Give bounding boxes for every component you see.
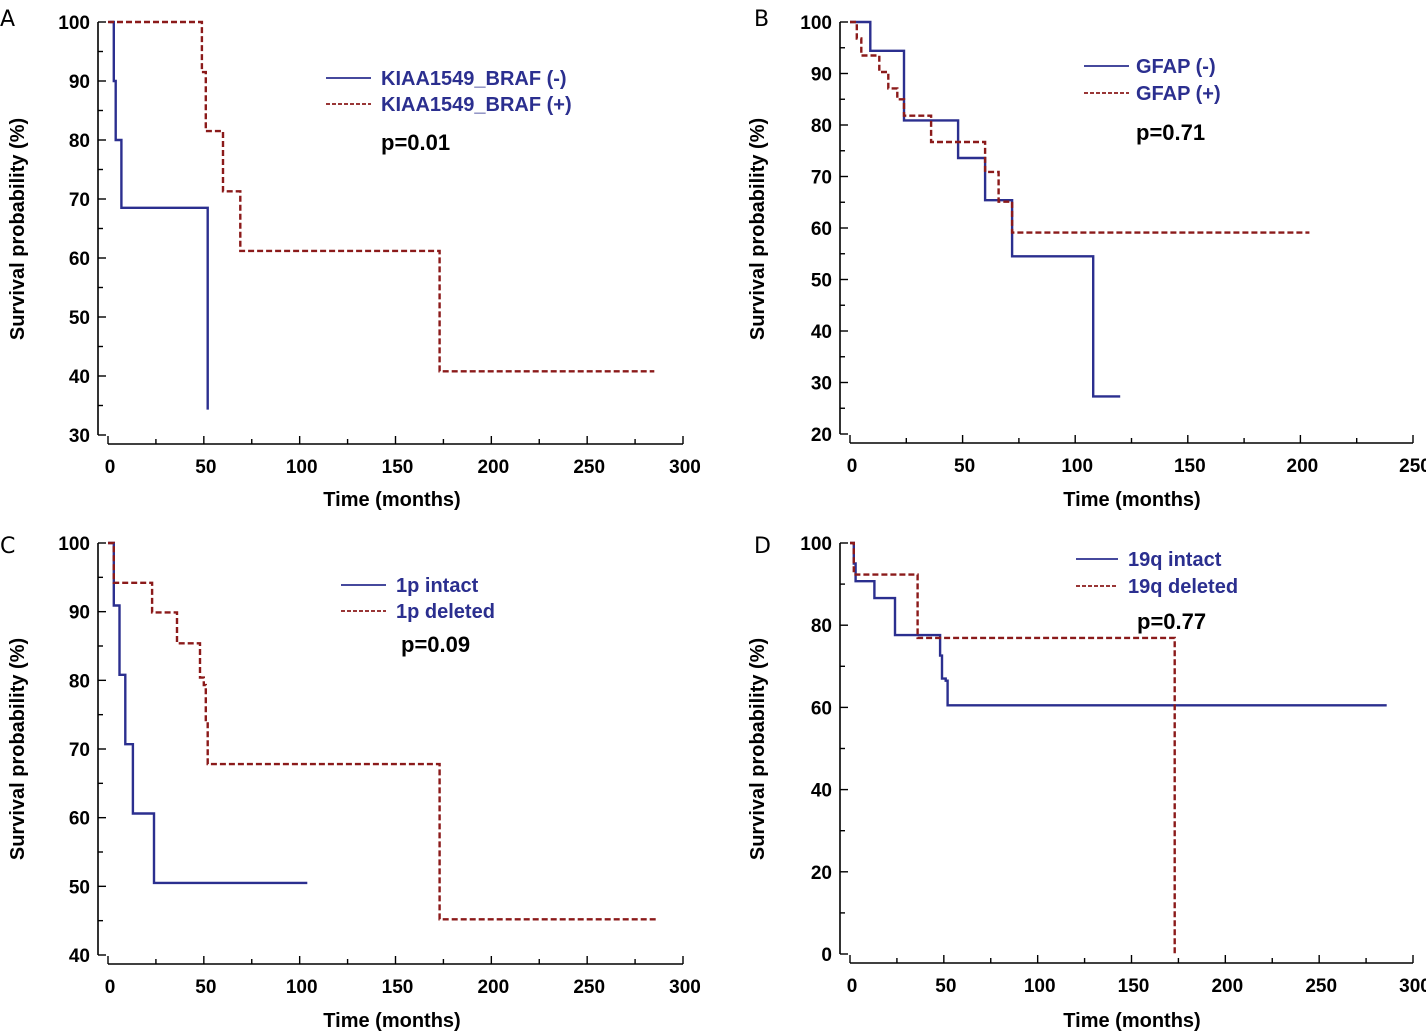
survival-curve-dashed [850, 20, 1310, 234]
x-tick-label: 50 [195, 457, 216, 478]
x-tick-label: 300 [669, 457, 701, 478]
x-tick-label: 100 [1024, 976, 1056, 997]
y-axis-title: Survival probability (%) [7, 638, 29, 860]
x-tick-label: 0 [847, 976, 858, 997]
y-tick-label: 100 [800, 534, 832, 555]
panel-d: D 0 20 40 60 80 100 0 50 100 150 200 250 300 Time (mon… [747, 534, 1426, 1032]
survival-curve-dashed [108, 541, 657, 921]
legend-label: GFAP (+) [1136, 83, 1221, 105]
x-tick-label: 150 [1118, 976, 1150, 997]
y-tick-label: 80 [69, 671, 90, 692]
x-axis-title: Time (months) [1063, 1010, 1200, 1032]
y-tick-label: 50 [69, 877, 90, 898]
y-tick-label: 90 [811, 65, 832, 86]
survival-curve-dashed [850, 541, 1176, 954]
x-tick-label: 250 [1399, 456, 1426, 477]
legend-label: 1p intact [396, 575, 479, 597]
y-tick-label: 100 [58, 13, 90, 34]
y-tick-label: 40 [69, 946, 90, 967]
x-tick-label: 50 [195, 977, 216, 998]
x-tick-label: 150 [1174, 456, 1206, 477]
y-tick-label: 0 [821, 945, 832, 966]
x-tick-label: 100 [286, 977, 318, 998]
x-tick-label: 200 [477, 977, 509, 998]
y-tick-label: 100 [58, 534, 90, 555]
y-tick-label: 60 [69, 809, 90, 830]
x-tick-label: 50 [954, 456, 975, 477]
y-tick-label: 40 [811, 322, 832, 343]
y-tick-label: 40 [811, 781, 832, 802]
legend-label: 19q deleted [1128, 576, 1238, 598]
legend-label: GFAP (-) [1136, 56, 1216, 78]
survival-curve-solid [850, 20, 1121, 398]
panel-c: C 40 50 60 70 80 90 100 0 50 100 150 200 250 300 Time (… [0, 534, 701, 1032]
y-tick-label: 30 [69, 426, 90, 447]
x-tick-label: 0 [105, 977, 116, 998]
x-tick-label: 200 [477, 457, 509, 478]
x-tick-label: 250 [573, 977, 605, 998]
survival-curve-dashed [108, 20, 655, 373]
x-axis-title: Time (months) [323, 489, 460, 511]
legend: 19q intact 19q deleted [1076, 549, 1238, 598]
y-tick-label: 20 [811, 863, 832, 884]
panel-b: B 20 30 40 50 60 70 80 90 100 0 50 100 150 200 250 Time … [747, 7, 1426, 511]
y-tick-label: 20 [811, 425, 832, 446]
x-tick-label: 150 [382, 457, 414, 478]
y-tick-label: 80 [69, 131, 90, 152]
panel-letter: A [0, 7, 15, 32]
x-tick-label: 0 [847, 456, 858, 477]
y-axis-title: Survival probability (%) [747, 638, 769, 860]
y-tick-label: 50 [811, 271, 832, 292]
x-tick-label: 50 [935, 976, 956, 997]
y-tick-label: 30 [811, 374, 832, 395]
y-tick-label: 70 [69, 740, 90, 761]
panel-letter: D [754, 534, 771, 559]
survival-curve-solid [850, 541, 1387, 707]
y-tick-label: 80 [811, 116, 832, 137]
y-tick-label: 40 [69, 367, 90, 388]
y-tick-label: 70 [811, 168, 832, 189]
y-tick-label: 60 [811, 219, 832, 240]
panel-letter: B [754, 7, 769, 32]
x-tick-label: 300 [669, 977, 701, 998]
y-tick-label: 60 [811, 698, 832, 719]
legend: KIAA1549_BRAF (-) KIAA1549_BRAF (+) [326, 68, 572, 116]
survival-curve-solid [109, 20, 209, 410]
y-tick-label: 50 [69, 308, 90, 329]
p-value-label: p=0.09 [401, 632, 470, 657]
panel-letter: C [0, 534, 15, 559]
x-tick-label: 200 [1287, 456, 1319, 477]
survival-curve-solid [108, 541, 308, 885]
x-tick-label: 250 [573, 457, 605, 478]
p-value-label: p=0.77 [1137, 609, 1206, 634]
x-axis-title: Time (months) [323, 1010, 460, 1032]
legend-label: KIAA1549_BRAF (+) [381, 94, 572, 116]
p-value-label: p=0.01 [381, 130, 450, 155]
legend-label: KIAA1549_BRAF (-) [381, 68, 567, 90]
legend-label: 1p deleted [396, 601, 495, 623]
p-value-label: p=0.71 [1136, 120, 1205, 145]
legend: 1p intact 1p deleted [341, 575, 495, 623]
x-tick-label: 100 [286, 457, 318, 478]
x-tick-label: 200 [1211, 976, 1243, 997]
y-axis-title: Survival probability (%) [7, 118, 29, 340]
y-tick-label: 80 [811, 616, 832, 637]
x-tick-label: 0 [105, 457, 116, 478]
x-tick-label: 300 [1399, 976, 1426, 997]
y-tick-label: 70 [69, 190, 90, 211]
y-tick-label: 60 [69, 249, 90, 270]
x-tick-label: 100 [1061, 456, 1093, 477]
x-axis-title: Time (months) [1063, 489, 1200, 511]
x-tick-label: 150 [382, 977, 414, 998]
y-axis-title: Survival probability (%) [747, 118, 769, 340]
y-tick-label: 90 [69, 603, 90, 624]
legend-label: 19q intact [1128, 549, 1222, 571]
y-tick-label: 90 [69, 72, 90, 93]
x-tick-label: 250 [1305, 976, 1337, 997]
y-tick-label: 100 [800, 13, 832, 34]
legend: GFAP (-) GFAP (+) [1084, 56, 1221, 105]
panel-a: A 30 40 50 60 70 80 90 100 0 50 100 150 200 250 300 Time… [0, 7, 701, 511]
